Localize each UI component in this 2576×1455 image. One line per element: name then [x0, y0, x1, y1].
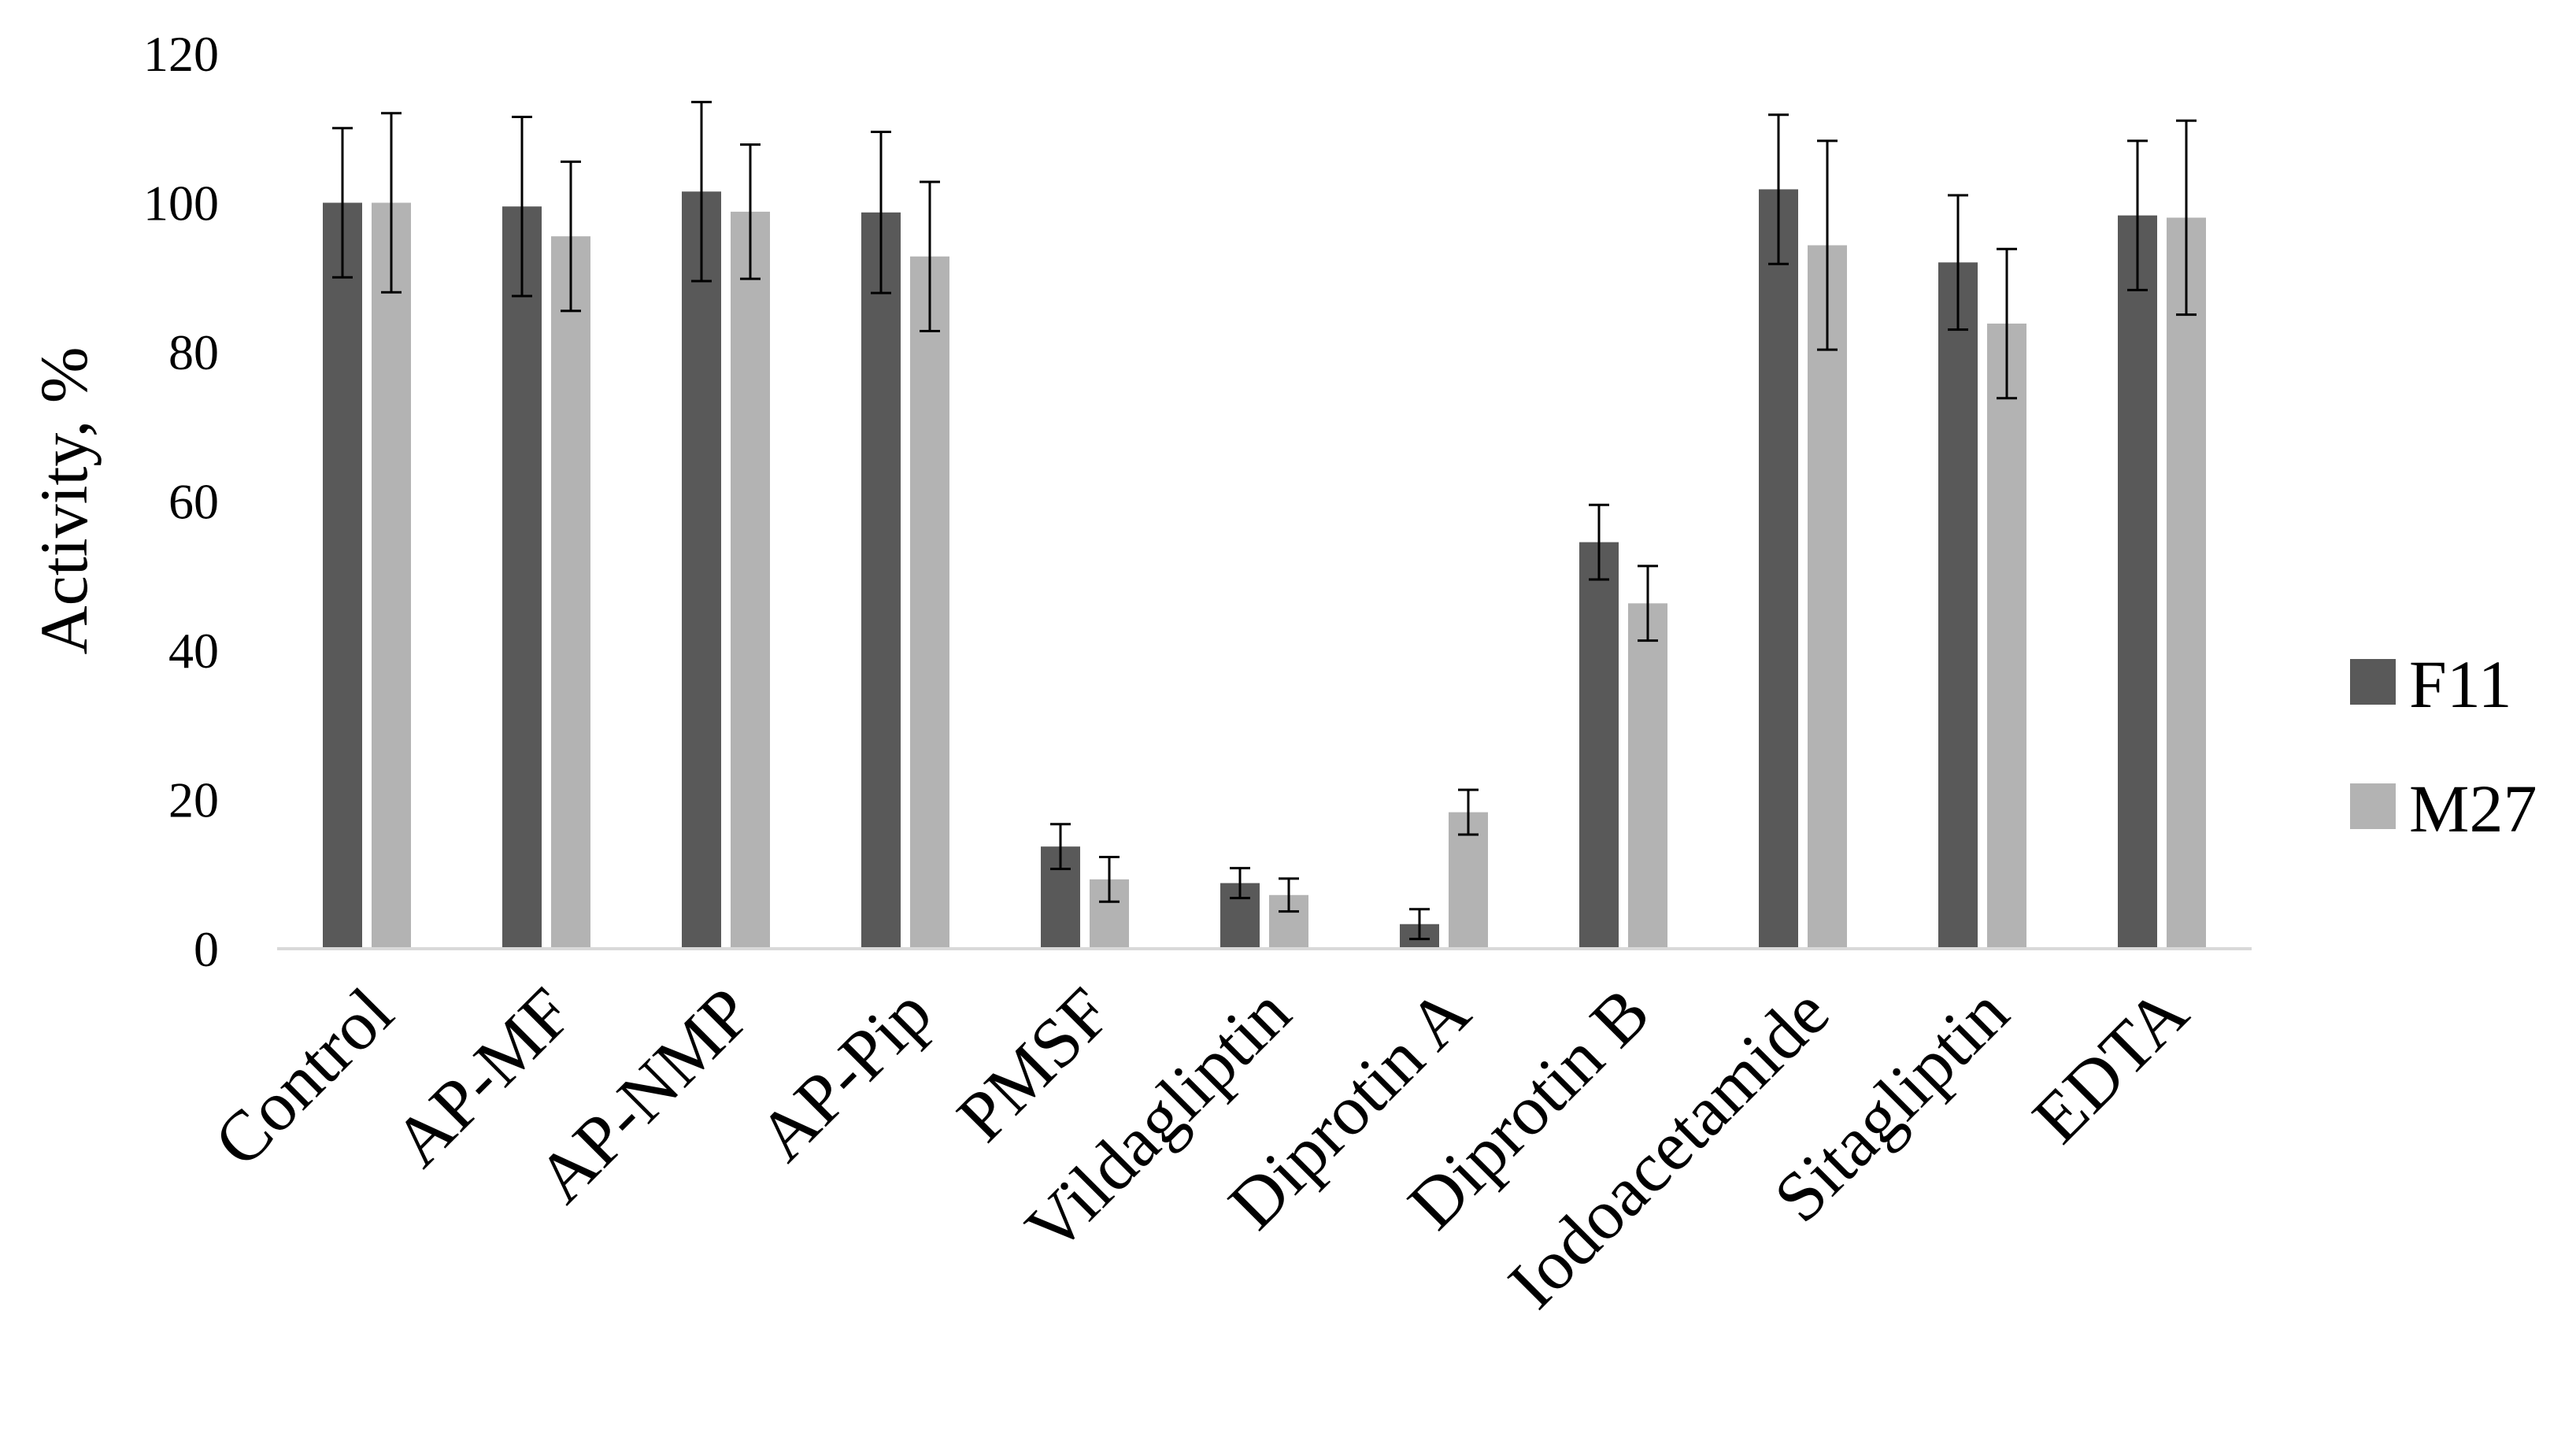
error-bar-f11-ap-nmp — [691, 101, 712, 283]
error-bars — [332, 101, 2197, 941]
y-tick-label: 80 — [168, 324, 219, 380]
bar-f11-edta — [2118, 215, 2157, 949]
bar-f11-ap-nmp — [682, 191, 721, 950]
bars — [323, 189, 2206, 950]
y-axis-title: Activity, % — [26, 347, 102, 655]
legend-swatch — [2350, 783, 2396, 829]
bar-m27-sitagliptin — [1987, 323, 2026, 949]
error-bar-m27-ap-mf — [561, 160, 581, 313]
bar-f11-control — [323, 202, 362, 949]
error-bar-m27-vildagliptin — [1279, 877, 1299, 913]
bar-m27-control — [372, 202, 411, 949]
legend: F11 M27 — [2350, 646, 2537, 846]
bar-m27-diprotin-b — [1628, 603, 1667, 949]
error-bar-f11-ap-pip — [871, 130, 891, 294]
y-tick-label: 120 — [143, 26, 219, 82]
bar-f11-diprotin-b — [1579, 542, 1619, 949]
legend-label: M27 — [2409, 771, 2537, 846]
error-bar-m27-diprotin-a — [1458, 788, 1479, 836]
legend-label: F11 — [2409, 646, 2512, 722]
bar-m27-ap-mf — [551, 236, 590, 949]
legend-item-m27: M27 — [2350, 771, 2537, 846]
bar-m27-ap-nmp — [731, 211, 770, 949]
error-bar-f11-diprotin-b — [1589, 503, 1609, 581]
error-bar-m27-pmsf — [1099, 855, 1120, 903]
error-bar-f11-iodoacetamide — [1768, 113, 1789, 265]
error-bar-m27-diprotin-b — [1638, 565, 1658, 642]
error-bar-f11-ap-mf — [512, 116, 532, 298]
y-tick-label: 100 — [143, 176, 219, 231]
x-tick-label: Control — [200, 973, 408, 1181]
error-bar-m27-control — [381, 112, 402, 294]
error-bar-f11-edta — [2127, 139, 2148, 291]
x-tick-label: EDTA — [2019, 973, 2204, 1158]
error-bar-m27-edta — [2176, 119, 2197, 317]
legend-swatch — [2350, 659, 2396, 705]
bar-f11-sitagliptin — [1938, 262, 1978, 949]
error-bar-f11-pmsf — [1050, 823, 1071, 871]
error-bar-m27-sitagliptin — [1997, 247, 2017, 400]
legend-item-f11: F11 — [2350, 646, 2512, 722]
x-tick-label: AP-Pip — [744, 973, 946, 1175]
y-axis-ticks: 0 20 40 60 80 100 120 — [143, 26, 219, 977]
bar-m27-edta — [2167, 217, 2206, 949]
bar-m27-ap-pip — [910, 256, 949, 950]
error-bar-f11-sitagliptin — [1948, 194, 1968, 331]
error-bar-m27-iodoacetamide — [1817, 139, 1838, 351]
bar-f11-ap-pip — [861, 212, 901, 949]
x-axis-labels: ControlAP-MFAP-NMPAP-PipPMSFVildagliptin… — [200, 973, 2203, 1324]
error-bar-f11-vildagliptin — [1230, 867, 1250, 900]
bar-f11-ap-mf — [502, 206, 542, 949]
y-tick-label: 20 — [168, 772, 219, 828]
x-tick-label: Iodoacetamide — [1494, 973, 1845, 1324]
y-tick-label: 0 — [194, 921, 219, 977]
error-bar-f11-diprotin-a — [1409, 908, 1430, 941]
y-tick-label: 60 — [168, 474, 219, 530]
y-tick-label: 40 — [168, 623, 219, 679]
bar-f11-iodoacetamide — [1759, 189, 1798, 949]
bar-m27-iodoacetamide — [1808, 245, 1847, 949]
error-bar-f11-control — [332, 127, 353, 279]
error-bar-m27-ap-nmp — [740, 143, 761, 280]
error-bar-m27-ap-pip — [920, 180, 940, 332]
